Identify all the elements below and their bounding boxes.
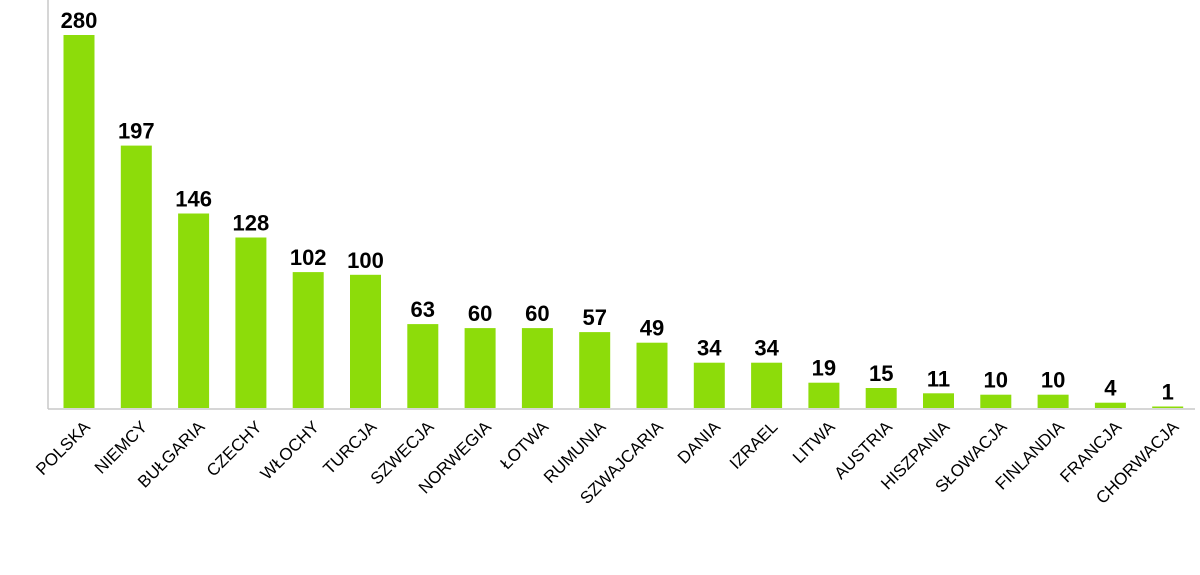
category-label-dania: DANIA bbox=[674, 417, 725, 468]
value-label-polska: 280 bbox=[61, 8, 98, 33]
bar-hiszpania bbox=[923, 393, 954, 408]
value-label-norwegia: 60 bbox=[468, 301, 492, 326]
bar-francja bbox=[1094, 402, 1126, 408]
value-label-rumunia: 57 bbox=[582, 305, 606, 330]
bar-bulgaria bbox=[178, 213, 210, 408]
category-label-litwa: LITWA bbox=[789, 417, 839, 467]
category-label-wlochy: WŁOCHY bbox=[257, 417, 323, 483]
bar-dania bbox=[693, 362, 725, 408]
category-label-izrael: IZRAEL bbox=[726, 417, 782, 473]
value-label-szwecja: 63 bbox=[411, 297, 435, 322]
bar-chorwacja bbox=[1152, 406, 1184, 408]
bar-szwajcaria bbox=[636, 342, 668, 408]
category-label-lotwa: ŁOTWA bbox=[496, 417, 552, 473]
bar-litwa bbox=[808, 382, 840, 408]
bar-niemcy bbox=[120, 145, 152, 408]
bar-norwegia bbox=[464, 328, 496, 408]
data-labels: 280 197 146 128 102 100 63 60 60 57 49 34 34 19 15 11 10… bbox=[61, 8, 1174, 405]
value-label-austria: 15 bbox=[869, 361, 893, 386]
value-label-szwajcaria: 49 bbox=[640, 316, 664, 341]
category-label-polska: POLSKA bbox=[32, 417, 94, 479]
category-label-niemcy: NIEMCY bbox=[91, 417, 151, 477]
bar-wlochy bbox=[292, 272, 324, 408]
bar-finlandia bbox=[1037, 394, 1069, 408]
value-label-francja: 4 bbox=[1104, 376, 1117, 401]
bar-lotwa bbox=[521, 328, 553, 408]
value-label-dania: 34 bbox=[697, 336, 722, 361]
bar-series bbox=[63, 35, 1184, 408]
value-label-litwa: 19 bbox=[812, 356, 836, 381]
bar-turcja bbox=[350, 274, 381, 408]
value-label-hiszpania: 11 bbox=[927, 366, 950, 391]
value-label-izrael: 34 bbox=[754, 336, 779, 361]
value-label-lotwa: 60 bbox=[525, 301, 549, 326]
value-label-wlochy: 102 bbox=[290, 245, 327, 270]
bar-szwecja bbox=[407, 324, 439, 408]
bar-slowacja bbox=[980, 394, 1012, 408]
bar-rumunia bbox=[579, 332, 611, 408]
category-axis-labels: POLSKANIEMCYBUŁGARIACZECHYWŁOCHYTURCJASZ… bbox=[32, 417, 1183, 508]
bar-czechy bbox=[235, 237, 267, 408]
value-label-niemcy: 197 bbox=[118, 119, 155, 144]
bar-austria bbox=[865, 388, 897, 408]
bar-polska bbox=[63, 35, 95, 408]
value-label-finlandia: 10 bbox=[1041, 368, 1065, 393]
value-label-turcja: 100 bbox=[347, 248, 384, 273]
value-label-czechy: 128 bbox=[233, 211, 270, 236]
bar-izrael bbox=[751, 362, 783, 408]
value-label-slowacja: 10 bbox=[984, 368, 1008, 393]
value-label-bulgaria: 146 bbox=[175, 187, 212, 212]
value-label-chorwacja: 1 bbox=[1162, 380, 1174, 405]
